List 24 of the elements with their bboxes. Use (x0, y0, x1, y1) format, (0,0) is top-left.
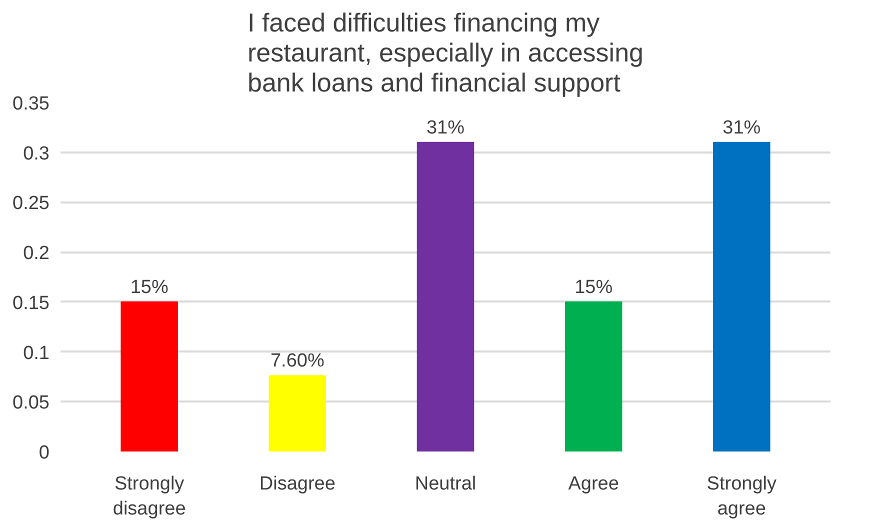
bar (120, 301, 178, 452)
bar (268, 375, 326, 452)
data-label: 31% (722, 117, 761, 138)
y-tick-label: 0.25 (12, 193, 50, 214)
y-tick-label: 0 (38, 442, 50, 464)
data-label: 7.60% (270, 350, 324, 372)
bar (416, 142, 474, 452)
y-tick-label: 0.15 (12, 292, 50, 314)
data-label: 15% (130, 276, 168, 298)
x-tick-label: Agree (568, 474, 619, 494)
y-tick-label: 0.05 (12, 392, 50, 414)
y-tick-label: 0.35 (12, 94, 50, 114)
bar (564, 301, 622, 452)
x-tick-label: Disagree (259, 474, 336, 494)
bar (713, 142, 770, 452)
x-tick-label: Strongly disagree (112, 474, 186, 520)
y-tick-label: 0.2 (23, 243, 50, 264)
x-tick-label: Strongly agree (706, 474, 778, 520)
x-tick-label: Neutral (414, 474, 476, 494)
data-label: 31% (426, 117, 465, 138)
y-tick-label: 0.1 (23, 342, 50, 364)
chart-title: I faced difficulties financing my restaurant, especially in accessing bank loans and financial support (248, 8, 644, 98)
y-tick-label: 0.3 (23, 143, 50, 164)
data-label: 15% (574, 276, 613, 298)
